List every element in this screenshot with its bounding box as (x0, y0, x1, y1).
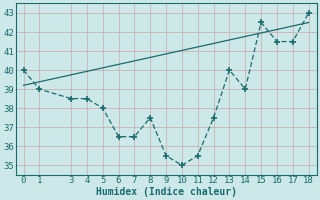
X-axis label: Humidex (Indice chaleur): Humidex (Indice chaleur) (96, 186, 236, 197)
